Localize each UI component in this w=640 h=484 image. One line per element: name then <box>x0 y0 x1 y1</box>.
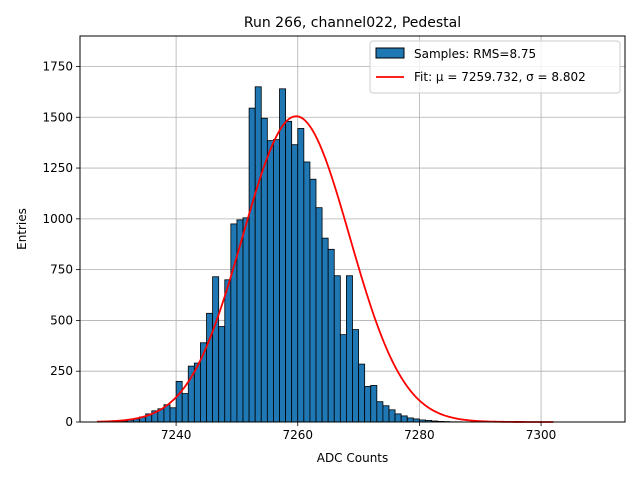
histogram-bar <box>407 418 413 422</box>
histogram-bar <box>353 330 359 422</box>
y-axis-label: Entries <box>15 208 29 250</box>
histogram-bar <box>176 381 182 422</box>
y-tick-label: 1750 <box>42 59 73 73</box>
histogram-bar <box>286 121 292 422</box>
histogram-bar <box>377 402 383 422</box>
histogram-bar <box>340 335 346 422</box>
legend-histogram-label: Samples: RMS=8.75 <box>414 47 536 61</box>
histogram-bar <box>213 277 219 422</box>
legend-fit-label: Fit: μ = 7259.732, σ = 8.802 <box>414 70 586 84</box>
y-tick-label: 0 <box>65 415 73 429</box>
histogram-bar <box>346 276 352 422</box>
histogram-bar <box>231 224 237 422</box>
x-tick-label: 7240 <box>161 428 192 442</box>
histogram-bar <box>280 89 286 422</box>
histogram-bar <box>328 249 334 422</box>
histogram-bar <box>267 141 273 422</box>
histogram-bar <box>322 238 328 422</box>
x-tick-label: 7260 <box>282 428 313 442</box>
y-tick-label: 1250 <box>42 161 73 175</box>
histogram-bar <box>225 280 231 422</box>
histogram-bar <box>395 414 401 422</box>
histogram-bar <box>219 327 225 422</box>
y-tick-label: 750 <box>50 263 73 277</box>
histogram-bar <box>207 313 213 422</box>
histogram-bar <box>371 385 377 422</box>
y-tick-label: 1500 <box>42 110 73 124</box>
x-tick-label: 7300 <box>526 428 557 442</box>
histogram-bar <box>182 394 188 422</box>
histogram-bar <box>298 128 304 422</box>
histogram-bar <box>316 208 322 422</box>
histogram-bar <box>255 87 261 422</box>
y-tick-label: 250 <box>50 364 73 378</box>
histogram-bar <box>304 162 310 422</box>
histogram-bar <box>383 406 389 422</box>
histogram-bar <box>334 276 340 422</box>
x-axis-label: ADC Counts <box>317 451 389 465</box>
legend: Samples: RMS=8.75 Fit: μ = 7259.732, σ =… <box>370 41 620 93</box>
y-tick-label: 1000 <box>42 212 73 226</box>
histogram-bar <box>292 145 298 422</box>
histogram-bar <box>273 140 279 422</box>
y-tick-label: 500 <box>50 313 73 327</box>
histogram-bar <box>243 218 249 422</box>
x-tick-label: 7280 <box>404 428 435 442</box>
chart-title: Run 266, channel022, Pedestal <box>244 15 461 31</box>
histogram-bar <box>359 364 365 422</box>
histogram-bar <box>249 108 255 422</box>
histogram-bar <box>389 410 395 422</box>
legend-histogram-swatch <box>376 48 404 58</box>
histogram-bar <box>310 179 316 422</box>
histogram-bar <box>170 408 176 422</box>
histogram-bar <box>401 416 407 422</box>
histogram-bar <box>365 386 371 422</box>
